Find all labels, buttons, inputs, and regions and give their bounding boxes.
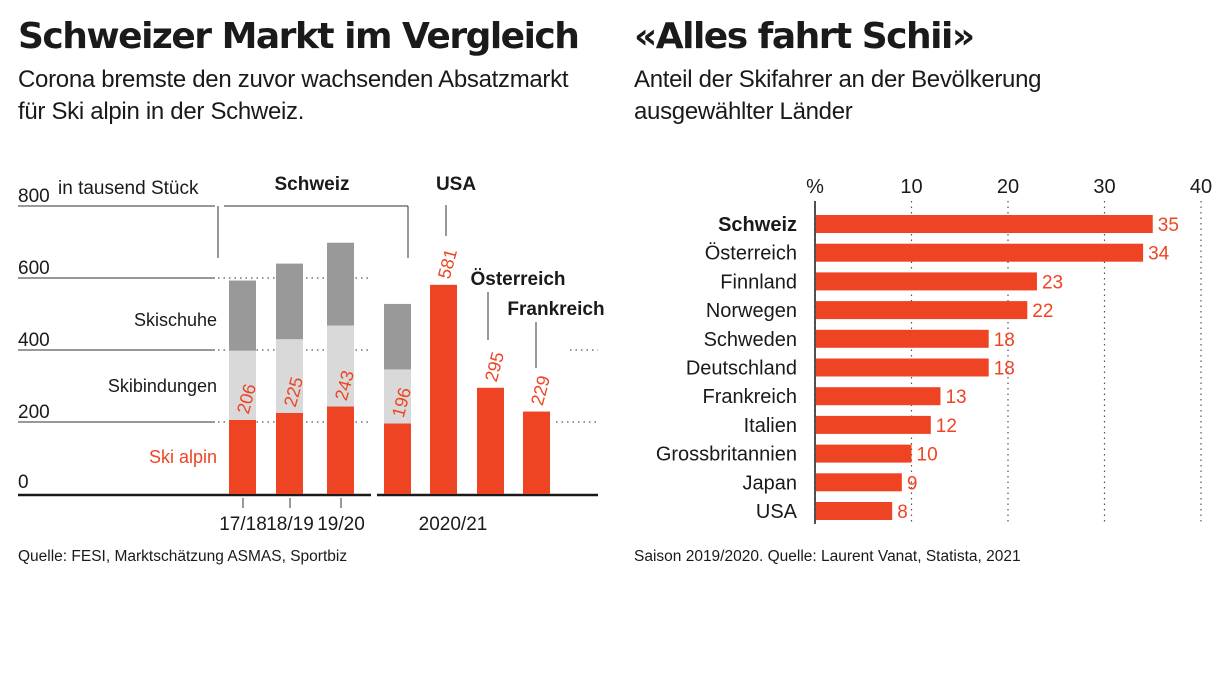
right-source: Saison 2019/2020. Quelle: Laurent Vanat,… <box>634 548 1021 565</box>
category-label-italien: Italien <box>744 415 797 437</box>
x-tick-label-10: 10 <box>900 176 922 198</box>
left-title: Schweizer Markt im Vergleich <box>18 16 580 57</box>
value-label-deutschland: 18 <box>994 359 1015 380</box>
value-label-schweden: 18 <box>994 330 1015 351</box>
category-label-grossbritannien: Grossbritannien <box>656 444 797 466</box>
group-label-usa: USA <box>436 174 476 195</box>
right-title: «Alles fahrt Schii» <box>634 16 975 57</box>
value-label-finnland: 23 <box>1042 272 1063 293</box>
x-tick-label-30: 30 <box>1093 176 1115 198</box>
bar-ski-schweiz-17-18 <box>229 419 256 494</box>
bar-bindung-schweiz-18-19 <box>276 339 303 413</box>
bar-value-label-frankreich-2020-21: 229 <box>527 373 554 407</box>
hbar-schweden <box>816 329 989 348</box>
category-label-norwegen: Norwegen <box>706 300 797 322</box>
bar-ski-schweiz-2020-21 <box>384 423 411 494</box>
hbar-schweiz <box>816 215 1153 233</box>
right-subtitle: Anteil der Skifahrer an der Bevölkerung … <box>634 64 1042 128</box>
hbar-frankreich <box>816 387 941 406</box>
x-tick-label-18-19: 18/19 <box>266 514 314 535</box>
category-label-deutschland: Deutschland <box>686 358 797 380</box>
x-tick-label-percent: % <box>806 176 824 198</box>
right-subtitle-line2: ausgewählter Länder <box>634 98 853 125</box>
value-label-schweiz: 35 <box>1158 215 1179 236</box>
hbar-oesterreich <box>816 243 1144 262</box>
y-tick-label-600: 600 <box>18 258 50 279</box>
value-label-frankreich: 13 <box>945 387 966 408</box>
bar-ski-sterreich-2020-21 <box>477 387 504 494</box>
bar-schuhe-schweiz-2020-21 <box>384 303 411 370</box>
x-tick-label-2020-21: 2020/21 <box>419 514 488 535</box>
category-label-japan: Japan <box>743 472 798 494</box>
group-label-oesterreich: Österreich <box>470 269 565 290</box>
bar-bindung-schweiz-2020-21 <box>384 369 411 424</box>
x-tick-label-20: 20 <box>997 176 1019 198</box>
value-label-norwegen: 22 <box>1032 301 1053 322</box>
bar-schuhe-schweiz-18-19 <box>276 263 303 340</box>
value-label-italien: 12 <box>936 416 957 437</box>
hbar-finnland <box>816 272 1037 291</box>
hbar-deutschland <box>816 358 989 377</box>
bar-ski-schweiz-18-19 <box>276 413 303 494</box>
group-label-schweiz: Schweiz <box>275 174 350 195</box>
category-label-finnland: Finnland <box>720 271 797 293</box>
left-subtitle: Corona bremste den zuvor wachsenden Absa… <box>18 64 569 128</box>
value-label-usa: 8 <box>897 502 908 523</box>
left-subtitle-line2: für Ski alpin in der Schweiz. <box>18 98 305 125</box>
bar-value-label-usa-2020-21: 581 <box>434 247 461 281</box>
bar-schuhe-schweiz-17-18 <box>229 280 256 351</box>
series-label-bindung: Skibindungen <box>108 376 217 396</box>
category-label-schweden: Schweden <box>704 329 797 351</box>
group-label-frankreich: Frankreich <box>507 299 604 320</box>
category-label-schweiz: Schweiz <box>718 214 797 236</box>
bar-bindung-schweiz-17-18 <box>229 350 256 420</box>
left-source: Quelle: FESI, Marktschätzung ASMAS, Spor… <box>18 548 348 565</box>
series-label-ski: Ski alpin <box>149 447 217 467</box>
x-tick-label-17-18: 17/18 <box>219 514 267 535</box>
y-unit-label: in tausend Stück <box>58 178 199 199</box>
value-label-japan: 9 <box>907 473 918 494</box>
bar-ski-frankreich-2020-21 <box>523 411 550 494</box>
category-label-oesterreich: Österreich <box>705 243 797 265</box>
hbar-grossbritannien <box>816 444 912 463</box>
hbar-italien <box>816 415 931 434</box>
x-tick-label-40: 40 <box>1190 176 1212 198</box>
bar-schuhe-schweiz-19-20 <box>327 242 354 326</box>
hbar-usa <box>816 502 893 520</box>
y-tick-label-400: 400 <box>18 330 50 351</box>
value-label-oesterreich: 34 <box>1148 244 1170 265</box>
x-tick-label-19-20: 19/20 <box>317 514 365 535</box>
left-subtitle-line1: Corona bremste den zuvor wachsenden Absa… <box>18 66 569 93</box>
hbar-norwegen <box>816 301 1028 320</box>
bar-ski-schweiz-19-20 <box>327 406 354 494</box>
bar-bindung-schweiz-19-20 <box>327 325 354 407</box>
right-subtitle-line1: Anteil der Skifahrer an der Bevölkerung <box>634 66 1042 93</box>
y-tick-label-800: 800 <box>18 186 50 207</box>
hbar-japan <box>816 473 902 492</box>
bar-ski-usa-2020-21 <box>430 284 457 494</box>
series-label-schuhe: Skischuhe <box>134 310 217 330</box>
value-label-grossbritannien: 10 <box>917 445 938 466</box>
y-tick-label-0: 0 <box>18 472 29 493</box>
category-label-usa: USA <box>756 501 798 523</box>
category-label-frankreich: Frankreich <box>703 386 797 408</box>
bar-value-label-sterreich-2020-21: 295 <box>481 350 508 384</box>
y-tick-label-200: 200 <box>18 402 50 423</box>
